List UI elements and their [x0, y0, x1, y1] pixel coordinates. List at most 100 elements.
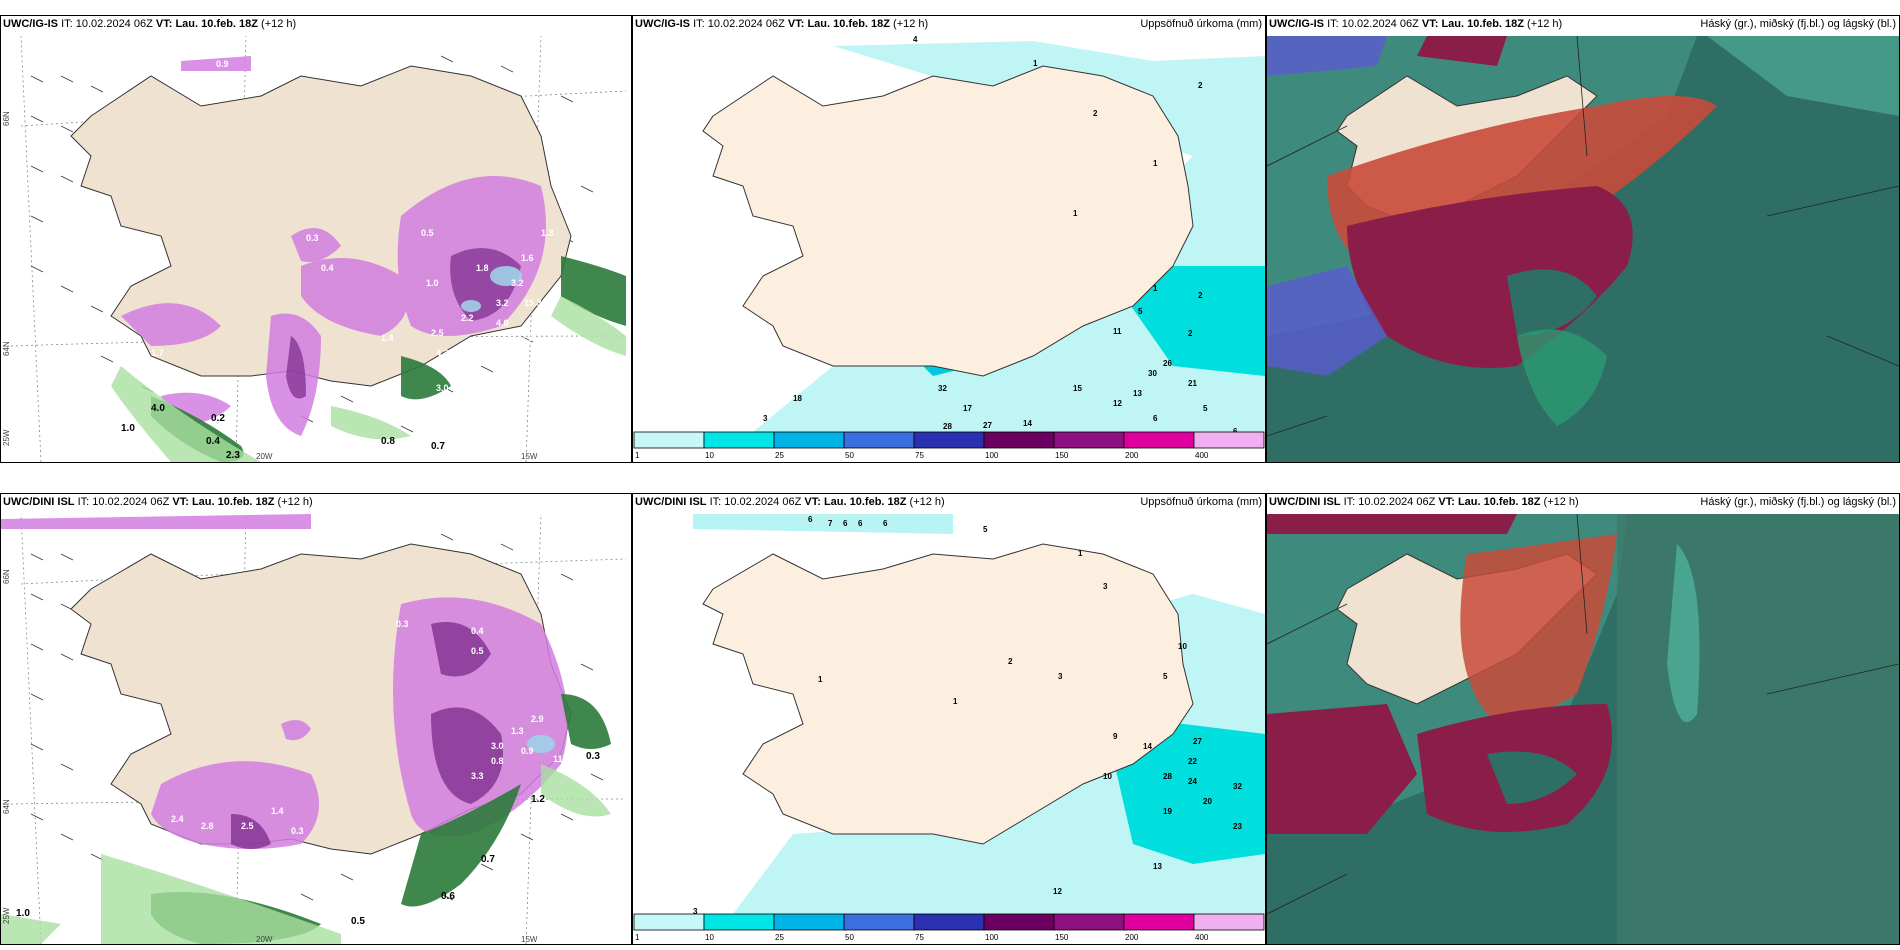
- panel-cloud-top: UWC/IG-IS IT: 10.02.2024 06Z VT: Lau. 10…: [1266, 15, 1900, 463]
- svg-text:1.0: 1.0: [426, 278, 439, 288]
- panel-header: UWC/IG-IS IT: 10.02.2024 06Z VT: Lau. 10…: [1269, 18, 1563, 30]
- svg-text:3: 3: [1103, 582, 1108, 591]
- svg-text:23: 23: [1233, 822, 1242, 831]
- colorbar-label: 100: [985, 933, 999, 942]
- svg-text:10: 10: [1103, 772, 1112, 781]
- svg-text:17: 17: [963, 404, 972, 413]
- wind-precip-map: 0.3 0.4 0.5 2.4 2.8 2.5 1.4 0.3 1.3 0.9 …: [1, 514, 631, 944]
- colorbar-label: 10: [705, 451, 714, 460]
- svg-text:3: 3: [763, 414, 768, 423]
- svg-text:27: 27: [1193, 737, 1202, 746]
- svg-text:4.0: 4.0: [496, 318, 509, 328]
- iceland-land: [702, 543, 1194, 845]
- svg-text:0.3: 0.3: [586, 751, 600, 762]
- colorbar-label: 400: [1195, 933, 1209, 942]
- svg-text:28: 28: [943, 422, 952, 431]
- svg-text:3: 3: [1058, 672, 1063, 681]
- svg-text:0.3: 0.3: [291, 826, 304, 836]
- svg-text:1.7: 1.7: [151, 348, 164, 358]
- colorbar-swatch: [843, 431, 915, 449]
- svg-text:14: 14: [1023, 419, 1032, 428]
- colorbar-label: 100: [985, 451, 999, 460]
- colorbar-swatch: [1123, 431, 1195, 449]
- svg-text:0.5: 0.5: [421, 228, 434, 238]
- svg-text:24: 24: [1188, 777, 1197, 786]
- colorbar-swatch: [1193, 913, 1265, 931]
- svg-text:19: 19: [1163, 807, 1172, 816]
- colorbar-swatch: [1053, 913, 1125, 931]
- colorbar-label: 1: [635, 451, 640, 460]
- svg-text:3.0: 3.0: [436, 383, 449, 393]
- svg-text:2.3: 2.3: [226, 450, 240, 461]
- iceland-land: [702, 65, 1194, 377]
- svg-text:30: 30: [1148, 369, 1157, 378]
- colorbar-swatch: [633, 913, 705, 931]
- svg-text:0.5: 0.5: [471, 646, 484, 656]
- svg-text:1: 1: [1153, 284, 1158, 293]
- svg-text:4: 4: [913, 36, 918, 44]
- svg-text:2.4: 2.4: [171, 814, 184, 824]
- panel-cloud-bottom: UWC/DINI ISL IT: 10.02.2024 06Z VT: Lau.…: [1266, 493, 1900, 945]
- svg-text:9: 9: [1113, 732, 1118, 741]
- svg-text:2.9: 2.9: [531, 714, 544, 724]
- cloud-map: [1267, 514, 1899, 944]
- svg-text:2.5: 2.5: [431, 328, 444, 338]
- svg-text:1: 1: [1033, 59, 1038, 68]
- svg-text:7: 7: [828, 519, 833, 528]
- svg-text:2: 2: [1198, 81, 1203, 90]
- svg-text:66N: 66N: [2, 111, 11, 126]
- svg-text:5: 5: [1138, 307, 1143, 316]
- svg-text:13: 13: [1133, 389, 1142, 398]
- svg-text:1.3: 1.3: [541, 228, 554, 238]
- colorbar-swatch: [983, 913, 1055, 931]
- wind-precip-map: 0.9 0.3 0.5 0.4 1.0 1.3 1.6 3.2 15.3 4.0…: [1, 36, 631, 462]
- svg-text:1: 1: [1153, 159, 1158, 168]
- svg-text:20W: 20W: [256, 935, 273, 944]
- svg-text:2.8: 2.8: [521, 333, 534, 343]
- svg-text:0.3: 0.3: [396, 619, 409, 629]
- svg-text:25W: 25W: [2, 429, 11, 446]
- svg-text:3: 3: [693, 907, 698, 914]
- svg-text:3.0: 3.0: [491, 741, 504, 751]
- svg-text:12: 12: [1113, 399, 1122, 408]
- svg-text:32: 32: [938, 384, 947, 393]
- svg-text:0.8: 0.8: [381, 436, 395, 447]
- svg-text:5: 5: [1203, 404, 1208, 413]
- svg-text:5: 5: [983, 525, 988, 534]
- colorbar-label: 50: [845, 933, 854, 942]
- colorbar-swatch: [703, 913, 775, 931]
- svg-text:1: 1: [1078, 549, 1083, 558]
- svg-text:6: 6: [883, 519, 888, 528]
- panel-header: UWC/DINI ISL IT: 10.02.2024 06Z VT: Lau.…: [635, 496, 945, 508]
- precip-map: 6 7 6 6 6 5 1 3 2 1 1 10 5 3 9 14 27 22 …: [633, 514, 1265, 914]
- panel-header: UWC/DINI ISL IT: 10.02.2024 06Z VT: Lau.…: [3, 496, 313, 508]
- precip-map: 4 1 2 2 1 1 1 2 2 5 26 30 21 11 15 13 6 …: [633, 36, 1265, 432]
- panel-title: Uppsöfnuð úrkoma (mm): [1140, 18, 1262, 30]
- svg-text:1.0: 1.0: [16, 908, 30, 919]
- svg-text:6: 6: [1233, 427, 1238, 432]
- svg-text:1.0: 1.0: [121, 423, 135, 434]
- colorbar-label: 75: [915, 451, 924, 460]
- svg-text:1: 1: [1073, 209, 1078, 218]
- colorbar-swatch: [633, 431, 705, 449]
- colorbar-label: 1: [635, 933, 640, 942]
- svg-text:66N: 66N: [2, 569, 11, 584]
- colorbar-label: 25: [775, 933, 784, 942]
- panel-precip-top: UWC/IG-IS IT: 10.02.2024 06Z VT: Lau. 10…: [632, 15, 1266, 463]
- svg-text:2.8: 2.8: [201, 821, 214, 831]
- cloud-map: [1267, 36, 1899, 462]
- panel-header: UWC/DINI ISL IT: 10.02.2024 06Z VT: Lau.…: [1269, 496, 1579, 508]
- svg-text:13: 13: [1153, 862, 1162, 871]
- colorbar: 1 10 25 50 75 100 150 200 400: [633, 431, 1265, 460]
- svg-text:1.6: 1.6: [521, 253, 534, 263]
- svg-text:20: 20: [1203, 797, 1212, 806]
- svg-text:2.5: 2.5: [241, 821, 254, 831]
- svg-text:6: 6: [808, 515, 813, 524]
- colorbar-swatch: [1123, 913, 1195, 931]
- colorbar-label: 50: [845, 451, 854, 460]
- colorbar: 1 10 25 50 75 100 150 200 400: [633, 913, 1265, 942]
- svg-text:0.2: 0.2: [211, 413, 225, 424]
- colorbar-swatch: [1193, 431, 1265, 449]
- svg-text:14: 14: [1143, 742, 1152, 751]
- svg-text:6: 6: [843, 519, 848, 528]
